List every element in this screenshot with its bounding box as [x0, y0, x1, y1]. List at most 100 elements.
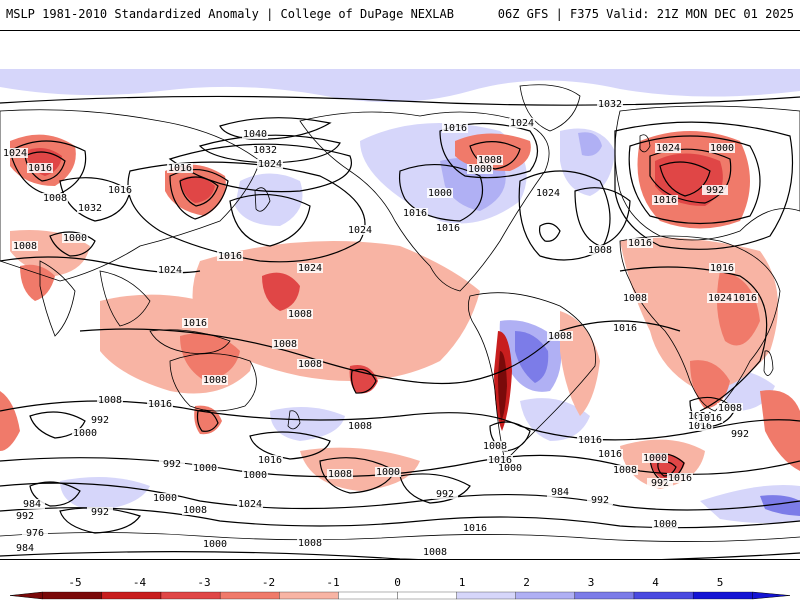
- isobar-label: 1008: [203, 375, 227, 386]
- isobar-label: 1008: [483, 441, 507, 452]
- isobar-1008-east-asia: [169, 168, 229, 220]
- isobar-label-bg: [152, 493, 178, 503]
- isobar-label-bg: [612, 323, 638, 333]
- isobar-label: 1000: [73, 428, 97, 439]
- isobar-label-bg: [402, 208, 428, 218]
- isobar-label: 1008: [273, 339, 297, 350]
- isobar-1016-siberia: [9, 140, 87, 197]
- isobar-label-bg: [87, 415, 113, 425]
- indonesia-outline: [149, 329, 231, 354]
- isobar-1000-australia-south: [196, 409, 219, 432]
- isobar-1024-central-asia: [49, 231, 96, 257]
- isobar-1008-south-pacific-low: [350, 368, 377, 394]
- isobar-984-west-southern: [29, 481, 81, 507]
- isobar-label: 1008: [13, 241, 37, 252]
- southeast-asia-outline: [99, 270, 151, 327]
- isobar-label: 1016: [710, 263, 734, 274]
- colorbar-max-arrow: [752, 591, 791, 600]
- isobar-label: 976: [26, 528, 44, 539]
- indian-ocean-south-negative: [760, 390, 800, 471]
- isobar-label-bg: [257, 159, 283, 169]
- isobar-label-bg: [622, 293, 648, 303]
- isobar-label-bg: [347, 225, 373, 235]
- isobar-1008-tropics: [79, 320, 681, 385]
- isobar-label: 1008: [183, 505, 207, 516]
- isobar-label-bg: [297, 538, 323, 548]
- isobar-label: 1008: [718, 403, 742, 414]
- isobar-label: 1008: [298, 538, 322, 549]
- isobar-label: 1008: [588, 245, 612, 256]
- colorbar-bin: [101, 591, 162, 600]
- colorbar-bin: [692, 591, 753, 600]
- continent-outlines: [0, 84, 800, 542]
- isobar-1032-arctic: [0, 95, 800, 106]
- isobar-label: 1016: [443, 123, 467, 134]
- isobar-label-bg: [432, 489, 458, 499]
- isobar-label: 1016: [598, 449, 622, 460]
- isobar-1040-asia: [219, 117, 332, 140]
- south-pacific-negative-spot: [349, 365, 378, 394]
- isobar-label-bg: [709, 143, 735, 153]
- isobar-label-bg: [202, 539, 228, 549]
- isobar-label-bg: [707, 293, 733, 303]
- north-atlantic-positive-core: [578, 132, 602, 156]
- australia-outline: [169, 353, 257, 412]
- colorbar-bin: [574, 591, 635, 600]
- isobar-1016-south-america-low: [489, 421, 531, 452]
- isobar-label: 1032: [78, 203, 102, 214]
- colorbar-bin: [42, 591, 103, 600]
- isobar-1016-africa: [619, 266, 768, 412]
- isobar-label-bg: [182, 318, 208, 328]
- isobar-label: 1024: [708, 293, 732, 304]
- isobar-label-bg: [477, 559, 503, 560]
- isobar-label-bg: [652, 519, 678, 529]
- isobar-label-bg: [427, 188, 453, 198]
- isobar-label: 1016: [733, 293, 757, 304]
- isobar-label: 992: [16, 511, 34, 522]
- isobar-label-bg: [647, 478, 673, 488]
- map-title: MSLP 1981-2010 Standardized Anomaly | Co…: [6, 7, 454, 21]
- isobar-label-bg: [257, 455, 283, 465]
- model-valid-time: 06Z GFS | F375 Valid: 21Z MON DEC 01 202…: [497, 7, 794, 21]
- isobar-label-bg: [157, 265, 183, 275]
- isobar-label: 1008: [98, 395, 122, 406]
- isobar-label: 992: [651, 478, 669, 489]
- isobar-label: 1016: [218, 251, 242, 262]
- isobar-label: 1016: [403, 208, 427, 219]
- isobar-label-bg: [87, 507, 113, 517]
- maritime-continent-negative-core: [180, 333, 240, 381]
- colorbar-tick-label: 4: [652, 576, 659, 589]
- isobar-label: 1016: [628, 238, 652, 249]
- isobar-label: 1000: [710, 143, 734, 154]
- colorbar-tick-label: -5: [68, 576, 81, 589]
- isobar-label: 1024: [478, 559, 502, 560]
- isobar-label: 1024: [238, 499, 262, 510]
- isobar-label: 1016: [183, 318, 207, 329]
- india-outline: [39, 260, 76, 337]
- isobar-label: 1016: [488, 455, 512, 466]
- north-pacific-negative-spot: [262, 272, 300, 311]
- isobar-1024-asia: [168, 143, 352, 193]
- colorbar-tick-label: -3: [197, 576, 210, 589]
- isobar-label: 1024: [3, 148, 27, 159]
- north-pacific-positive: [235, 173, 303, 226]
- isobar-label: 1008: [623, 293, 647, 304]
- isobar-label: 1024: [656, 143, 680, 154]
- isobar-label-bg: [547, 331, 573, 341]
- isobar-label-bg: [732, 293, 758, 303]
- isobar-1000-east-asia: [179, 176, 219, 207]
- isobar-label: 1000: [376, 467, 400, 478]
- isobar-label: 1016: [108, 185, 132, 196]
- isobar-label: 992: [163, 459, 181, 470]
- isobar-label-bg: [19, 499, 45, 509]
- isobar-label-bg: [22, 528, 48, 538]
- isobar-label-bg: [12, 543, 38, 553]
- isobar-label: 1000: [643, 453, 667, 464]
- isobar-label: 1000: [63, 233, 87, 244]
- isobar-1008-europe: [628, 135, 761, 225]
- isobar-label-bg: [727, 429, 753, 439]
- isobar-label-bg: [597, 449, 623, 459]
- isobar-label-bg: [709, 263, 735, 273]
- isobar-label-bg: [435, 223, 461, 233]
- isobar-label: 1008: [423, 547, 447, 558]
